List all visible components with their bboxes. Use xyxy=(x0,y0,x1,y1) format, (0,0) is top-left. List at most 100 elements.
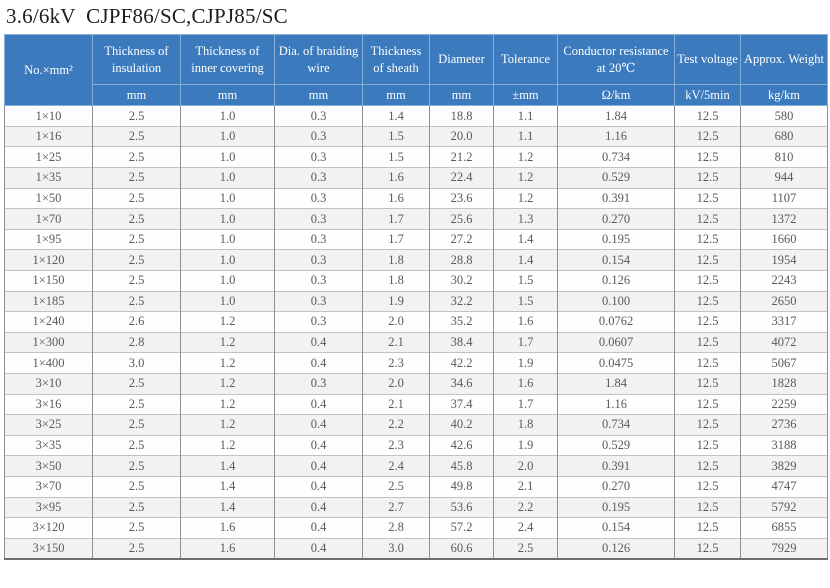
table-cell: 2.3 xyxy=(362,352,430,374)
table-cell: 2.8 xyxy=(92,331,181,353)
table-cell: 1.2 xyxy=(180,434,275,456)
table-cell: 1.84 xyxy=(557,372,675,395)
size-cell: 3×95 xyxy=(4,496,93,518)
table-cell: 0.3 xyxy=(274,125,363,147)
table-cell: 2.5 xyxy=(92,455,181,477)
table-cell: 0.4 xyxy=(274,455,363,477)
table-cell: 12.5 xyxy=(674,228,741,250)
table-cell: 49.8 xyxy=(429,475,494,498)
header-cell: Thickness of insulation xyxy=(92,34,181,85)
table-cell: 2650 xyxy=(740,290,828,312)
table-cell: 0.154 xyxy=(557,249,675,271)
table-cell: 0.529 xyxy=(557,434,675,456)
table-row: 1×240 2.6 1.2 0.3 2.0 35.2 1.6 0.0762 12.5 3317 xyxy=(4,311,828,333)
table-cell: 2.5 xyxy=(92,125,181,147)
table-cell: 1.2 xyxy=(493,187,558,209)
table-row: 3×10 2.5 1.2 0.3 2.0 34.6 1.6 1.84 12.5 1828 xyxy=(4,372,828,395)
table-cell: 1.9 xyxy=(493,434,558,456)
table-cell: 1.0 xyxy=(180,290,275,312)
table-cell: 2736 xyxy=(740,414,828,436)
header-cell: Dia. of braiding wire xyxy=(274,34,363,85)
table-cell: 1.1 xyxy=(493,105,558,127)
table-cell: 23.6 xyxy=(429,187,494,209)
table-cell: 1.4 xyxy=(493,249,558,271)
table-cell: 0.126 xyxy=(557,270,675,292)
table-cell: 12.5 xyxy=(674,455,741,477)
table-cell: 0.3 xyxy=(274,228,363,250)
table-row: 1×300 2.8 1.2 0.4 2.1 38.4 1.7 0.0607 12.5 4072 xyxy=(4,331,828,353)
table-cell: 0.195 xyxy=(557,496,675,518)
table-row: 1×16 2.5 1.0 0.3 1.5 20.0 1.1 1.16 12.5 680 xyxy=(4,125,828,147)
table-cell: 1372 xyxy=(740,208,828,230)
table-cell: 2.2 xyxy=(493,496,558,518)
table-cell: 2.5 xyxy=(362,475,430,498)
table-cell: 12.5 xyxy=(674,290,741,312)
table-cell: 2.6 xyxy=(92,311,181,333)
table-cell: 0.3 xyxy=(274,270,363,292)
table-cell: 2.1 xyxy=(362,331,430,353)
header-cell: Thickness of inner covering xyxy=(180,34,275,85)
size-cell: 3×25 xyxy=(4,414,93,436)
table-cell: 5067 xyxy=(740,352,828,374)
table-cell: 4747 xyxy=(740,475,828,498)
table-cell: 0.3 xyxy=(274,249,363,271)
size-cell: 3×35 xyxy=(4,434,93,456)
table-cell: 0.0475 xyxy=(557,352,675,374)
table-cell: 2.5 xyxy=(92,475,181,498)
table-cell: 1.6 xyxy=(362,187,430,209)
table-cell: 2.4 xyxy=(493,517,558,539)
table-cell: 2.5 xyxy=(92,517,181,539)
table-row: 1×70 2.5 1.0 0.3 1.7 25.6 1.3 0.270 12.5 1372 xyxy=(4,208,828,230)
table-cell: 1.2 xyxy=(180,414,275,436)
table-row: 1×185 2.5 1.0 0.3 1.9 32.2 1.5 0.100 12.5 2650 xyxy=(4,290,828,312)
table-cell: 12.5 xyxy=(674,208,741,230)
table-cell: 0.4 xyxy=(274,517,363,539)
table-row: 1×150 2.5 1.0 0.3 1.8 30.2 1.5 0.126 12.5 2243 xyxy=(4,270,828,292)
table-cell: 22.4 xyxy=(429,167,494,189)
table-cell: 2.5 xyxy=(92,496,181,518)
table-cell: 1.0 xyxy=(180,249,275,271)
table-cell: 38.4 xyxy=(429,331,494,353)
table-cell: 0.4 xyxy=(274,537,363,559)
table-cell: 1.3 xyxy=(493,208,558,230)
table-cell: 2.1 xyxy=(493,475,558,498)
header-cell: Approx. Weight xyxy=(740,34,828,85)
table-cell: 0.391 xyxy=(557,187,675,209)
table-cell: 12.5 xyxy=(674,146,741,168)
size-cell: 1×400 xyxy=(4,352,93,374)
size-cell: 3×120 xyxy=(4,517,93,539)
table-cell: 12.5 xyxy=(674,352,741,374)
table-cell: 2.0 xyxy=(493,455,558,477)
table-cell: 0.3 xyxy=(274,187,363,209)
table-cell: 1.6 xyxy=(493,372,558,395)
table-cell: 0.4 xyxy=(274,393,363,415)
size-cell: 1×150 xyxy=(4,270,93,292)
table-cell: 0.3 xyxy=(274,167,363,189)
table-cell: 2.5 xyxy=(92,228,181,250)
table-cell: 0.100 xyxy=(557,290,675,312)
table-cell: 0.734 xyxy=(557,146,675,168)
table-cell: 2.5 xyxy=(92,208,181,230)
header-cell: Thickness of sheath xyxy=(362,34,430,85)
table-cell: 1.2 xyxy=(180,352,275,374)
table-cell: 1.0 xyxy=(180,208,275,230)
size-cell: 1×95 xyxy=(4,228,93,250)
table-cell: 12.5 xyxy=(674,372,741,395)
table-cell: 0.3 xyxy=(274,146,363,168)
unit-cell: mm xyxy=(429,83,494,107)
size-cell: 1×240 xyxy=(4,311,93,333)
table-cell: 1.7 xyxy=(493,331,558,353)
table-cell: 810 xyxy=(740,146,828,168)
table-cell: 2.5 xyxy=(92,290,181,312)
table-cell: 1.4 xyxy=(180,496,275,518)
table-cell: 12.5 xyxy=(674,434,741,456)
table-cell: 40.2 xyxy=(429,414,494,436)
table-cell: 1.0 xyxy=(180,167,275,189)
table-cell: 2.5 xyxy=(92,414,181,436)
table-row: 1×95 2.5 1.0 0.3 1.7 27.2 1.4 0.195 12.5 1660 xyxy=(4,228,828,250)
table-cell: 12.5 xyxy=(674,414,741,436)
table-cell: 1.8 xyxy=(493,414,558,436)
table-cell: 0.734 xyxy=(557,414,675,436)
size-cell: 1×300 xyxy=(4,331,93,353)
table-row: 3×16 2.5 1.2 0.4 2.1 37.4 1.7 1.16 12.5 2259 xyxy=(4,393,828,415)
